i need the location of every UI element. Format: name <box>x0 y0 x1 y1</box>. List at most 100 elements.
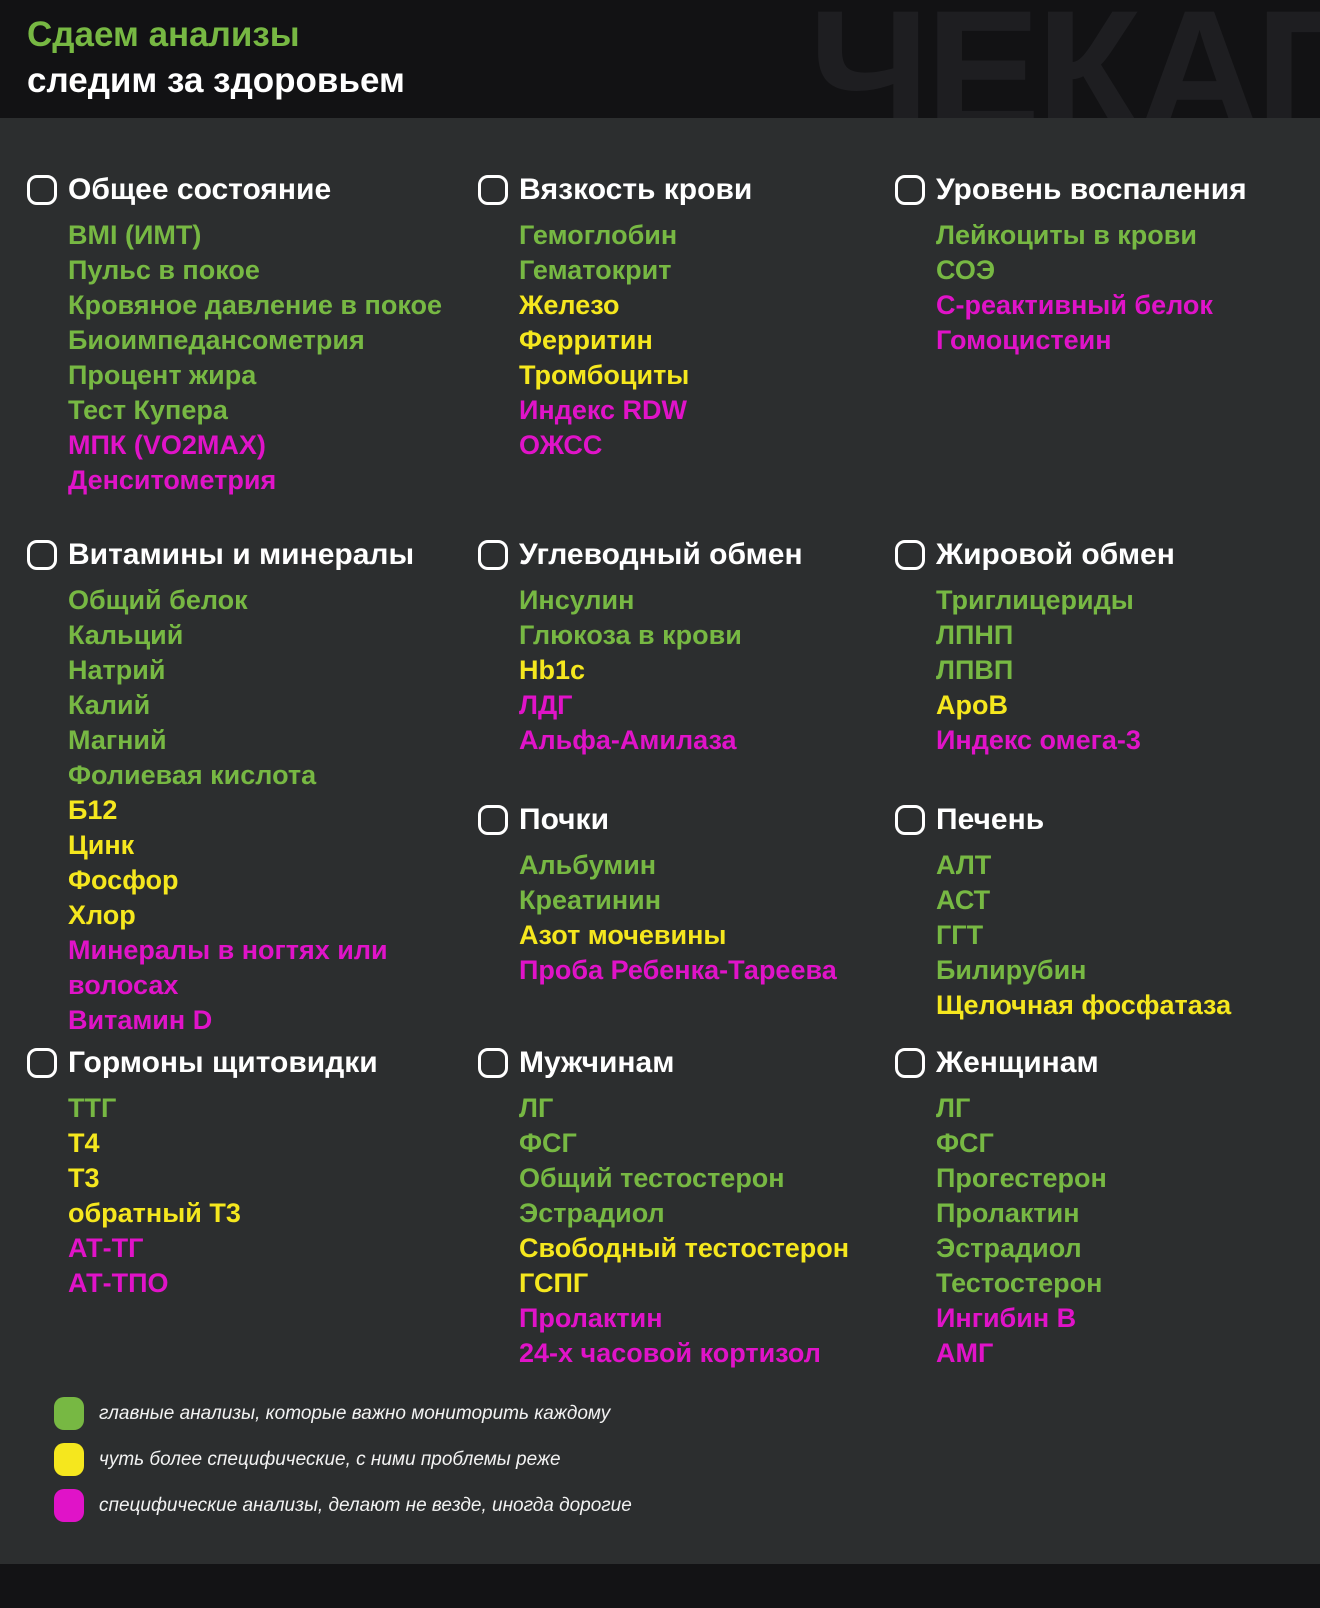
test-item: Гематокрит <box>519 255 672 285</box>
test-item: Гемоглобин <box>519 220 678 250</box>
test-item: ЛПНП <box>936 620 1014 650</box>
test-item: Пульс в покое <box>68 255 260 285</box>
section-blood-viscosity: Вязкость крови Гемоглобин Гематокрит Желез… <box>478 170 895 535</box>
section-items: ЛГ ФСГ Прогестерон Пролактин Эстрадиол Тестос… <box>895 1091 1300 1371</box>
test-item: Индекс омега-3 <box>936 725 1141 755</box>
test-item: ОЖСС <box>519 430 603 460</box>
test-item: ГГТ <box>936 920 984 950</box>
section-items: ТТГ Т4 Т3 обратный Т3 АТ-ТГ АТ-ТПО <box>27 1091 463 1301</box>
test-item: ApoB <box>936 690 1008 720</box>
test-item: Тестостерон <box>936 1268 1103 1298</box>
section-title: Печень <box>936 803 1045 836</box>
test-item: Т3 <box>68 1163 100 1193</box>
test-item: АЛТ <box>936 850 992 880</box>
checkbox-men[interactable] <box>478 1048 508 1078</box>
section-fat-metabolism: Жировой обмен Триглицериды ЛПНП ЛПВП ApoB Ин… <box>895 535 1300 800</box>
section-items: ЛГ ФСГ Общий тестостерон Эстрадиол Свободный… <box>478 1091 895 1371</box>
legend-row: специфические анализы, делают не везде, … <box>54 1489 1300 1522</box>
checkbox-thyroid-hormones[interactable] <box>27 1048 57 1078</box>
checkbox-carb-metabolism[interactable] <box>478 540 508 570</box>
test-item: Гомоцистеин <box>936 325 1112 355</box>
test-item: Минералы в ногтях или волосах <box>68 935 388 1000</box>
test-item: ТТГ <box>68 1093 117 1123</box>
test-item: Б12 <box>68 795 118 825</box>
sections-grid: Общее состояние BMI (ИМТ) Пульс в покое Кр… <box>27 170 1300 1371</box>
test-item: СОЭ <box>936 255 996 285</box>
test-item: Кальций <box>68 620 184 650</box>
test-item: АТ-ТПО <box>68 1268 169 1298</box>
test-item: Инсулин <box>519 585 635 615</box>
test-item: Свободный тестостерон <box>519 1233 850 1263</box>
test-item: Фолиевая кислота <box>68 760 317 790</box>
legend-label: главные анализы, которые важно мониторит… <box>99 1402 611 1424</box>
checkbox-liver[interactable] <box>895 805 925 835</box>
section-vitamins-minerals: Витамины и минералы Общий белок Кальций На… <box>27 535 478 1043</box>
test-item: АТ-ТГ <box>68 1233 144 1263</box>
section-items: АЛТ АСТ ГГТ Билирубин Щелочная фосфатаза <box>895 848 1300 1023</box>
test-item: Натрий <box>68 655 166 685</box>
test-item: Индекс RDW <box>519 395 688 425</box>
test-item: Витамин D <box>68 1005 213 1035</box>
section-inflammation: Уровень воспаления Лейкоциты в крови СОЭ С… <box>895 170 1300 535</box>
section-items: Триглицериды ЛПНП ЛПВП ApoB Индекс омега-3 <box>895 583 1300 758</box>
test-item: BMI (ИМТ) <box>68 220 202 250</box>
checkbox-vitamins-minerals[interactable] <box>27 540 57 570</box>
test-item: ФСГ <box>936 1128 994 1158</box>
test-item: Триглицериды <box>936 585 1134 615</box>
test-item: ЛГ <box>936 1093 971 1123</box>
core-swatch-icon <box>54 1397 84 1430</box>
test-item: Прогестерон <box>936 1163 1107 1193</box>
test-item: Тест Купера <box>68 395 228 425</box>
section-women: Женщинам ЛГ ФСГ Прогестерон Пролактин Эстрад… <box>895 1043 1300 1371</box>
section-carb-metabolism: Углеводный обмен Инсулин Глюкоза в крови H… <box>478 535 895 800</box>
column-1: Общее состояние BMI (ИМТ) Пульс в покое Кр… <box>27 170 478 1371</box>
checkbox-blood-viscosity[interactable] <box>478 175 508 205</box>
test-item: ЛДГ <box>519 690 573 720</box>
test-item: ЛГ <box>519 1093 554 1123</box>
section-items: Инсулин Глюкоза в крови Hb1c ЛДГ Альфа-Амила… <box>478 583 895 758</box>
test-item: Проба Ребенка-Тареева <box>519 955 837 985</box>
test-item: Азот мочевины <box>519 920 727 950</box>
section-items: BMI (ИМТ) Пульс в покое Кровяное давление … <box>27 218 463 498</box>
test-item: Железо <box>519 290 620 320</box>
test-item: АМГ <box>936 1338 994 1368</box>
test-item: Хлор <box>68 900 136 930</box>
section-title: Жировой обмен <box>936 538 1175 571</box>
checkbox-women[interactable] <box>895 1048 925 1078</box>
brand-watermark: ЧЕКАП <box>808 0 1320 118</box>
test-item: Кровяное давление в покое <box>68 290 442 320</box>
section-title: Витамины и минералы <box>68 538 415 571</box>
test-item: Магний <box>68 725 167 755</box>
test-item: Hb1c <box>519 655 586 685</box>
test-item: Т4 <box>68 1128 100 1158</box>
test-item: ФСГ <box>519 1128 577 1158</box>
test-item: Щелочная фосфатаза <box>936 990 1232 1020</box>
page-header: Сдаем анализы следим за здоровьем ЧЕКАП <box>0 0 1320 118</box>
test-item: Билирубин <box>936 955 1087 985</box>
checkbox-kidneys[interactable] <box>478 805 508 835</box>
section-title: Углеводный обмен <box>519 538 803 571</box>
legend-label: специфические анализы, делают не везде, … <box>99 1494 632 1516</box>
section-items: Гемоглобин Гематокрит Железо Ферритин Тромбо… <box>478 218 895 463</box>
section-liver: Печень АЛТ АСТ ГГТ Билирубин Щелочная фосфат… <box>895 800 1300 1043</box>
test-item: Пролактин <box>936 1198 1080 1228</box>
section-title: Мужчинам <box>519 1046 675 1079</box>
legend-row: главные анализы, которые важно мониторит… <box>54 1397 1300 1430</box>
checkbox-general-state[interactable] <box>27 175 57 205</box>
checkbox-fat-metabolism[interactable] <box>895 540 925 570</box>
test-item: Эстрадиол <box>936 1233 1082 1263</box>
section-general-state: Общее состояние BMI (ИМТ) Пульс в покое Кр… <box>27 170 478 535</box>
section-thyroid-hormones: Гормоны щитовидки ТТГ Т4 Т3 обратный Т3 АТ-Т… <box>27 1043 478 1301</box>
column-2: Вязкость крови Гемоглобин Гематокрит Желез… <box>478 170 895 1371</box>
mid-swatch-icon <box>54 1443 84 1476</box>
test-item: Калий <box>68 690 151 720</box>
checkbox-inflammation[interactable] <box>895 175 925 205</box>
section-title: Гормоны щитовидки <box>68 1046 378 1079</box>
legend-row: чуть более специфические, с ними проблем… <box>54 1443 1300 1476</box>
test-item: Денситометрия <box>68 465 277 495</box>
section-title: Женщинам <box>936 1046 1099 1079</box>
section-items: Альбумин Креатинин Азот мочевины Проба Ребе… <box>478 848 895 988</box>
test-item: Фосфор <box>68 865 179 895</box>
test-item: Альбумин <box>519 850 657 880</box>
section-kidneys: Почки Альбумин Креатинин Азот мочевины Проб… <box>478 800 895 1043</box>
